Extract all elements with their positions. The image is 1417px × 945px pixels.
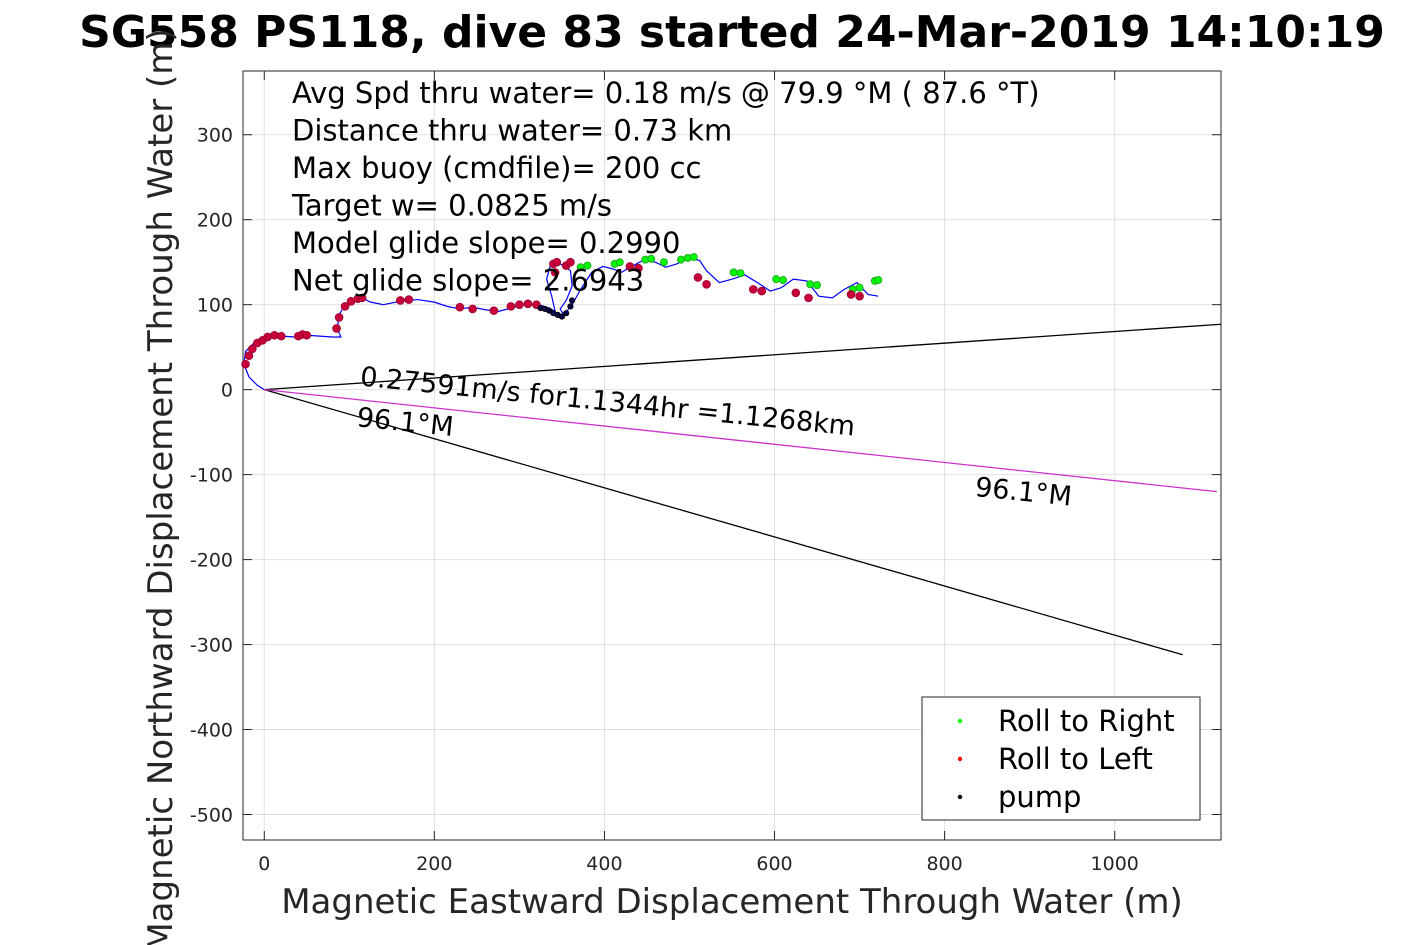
track-layer xyxy=(243,257,879,391)
roll-left-marker xyxy=(241,359,250,369)
tick-labels: 0 200 400 600 800 1000 -500 -400 -300 -200 -100 0 10… xyxy=(190,125,1139,875)
roll-left-marker xyxy=(340,302,350,311)
reference-line xyxy=(264,323,1221,391)
roll-left-marker xyxy=(804,293,813,303)
plot-frame xyxy=(242,70,1222,841)
roll-left-marker xyxy=(302,330,312,340)
roll-left-marker xyxy=(404,295,414,304)
axes-frame xyxy=(242,70,1222,841)
y-tick-label: 200 xyxy=(197,210,233,232)
annotation-label: 96.1°M xyxy=(974,472,1074,513)
stat-line: Target w= 0.0825 m/s xyxy=(291,189,612,223)
roll-left-marker xyxy=(634,263,643,273)
legend-box xyxy=(921,696,1201,821)
roll-left-marker xyxy=(506,302,516,311)
x-tick-label: 200 xyxy=(416,853,452,875)
pump-marker xyxy=(563,310,570,317)
roll-left-marker xyxy=(276,331,286,341)
roll-left-marker xyxy=(334,313,344,322)
roll-right-marker xyxy=(583,261,592,270)
roll-right-marker xyxy=(772,275,781,284)
roll-left-marker xyxy=(332,324,341,333)
roll-left-marker xyxy=(693,273,703,282)
roll-left-marker xyxy=(357,293,367,303)
roll-right-marker xyxy=(813,281,822,290)
legend-label: Roll to Right xyxy=(998,704,1175,738)
roll-right-marker xyxy=(874,276,883,285)
roll-left-marker xyxy=(791,288,801,298)
roll-right-marker xyxy=(615,258,624,267)
x-tick-label: 600 xyxy=(756,853,792,875)
marker-layer xyxy=(241,253,883,369)
stat-line: Net glide slope= 2.6943 xyxy=(292,264,644,298)
y-tick-label: 0 xyxy=(221,380,233,402)
roll-left-marker xyxy=(455,302,465,312)
reference-lines xyxy=(264,323,1221,656)
roll-left-marker xyxy=(244,351,254,360)
roll-right-marker xyxy=(659,258,668,267)
x-tick-label: 0 xyxy=(258,853,270,875)
roll-left-marker xyxy=(468,304,477,314)
roll-right-marker xyxy=(855,283,864,292)
roll-left-marker xyxy=(566,257,575,267)
roll-left-marker xyxy=(748,285,758,294)
legend-marker xyxy=(957,794,963,800)
legend: Roll to Right Roll to Left pump xyxy=(921,696,1201,821)
roll-right-marker xyxy=(806,280,815,289)
grid xyxy=(243,71,1221,840)
annotations: 0.27591m/s for1.1344hr =1.1268km96.1°M96… xyxy=(355,362,1073,513)
roll-right-marker xyxy=(647,254,656,263)
roll-left-marker xyxy=(396,296,405,305)
stat-line: Distance thru water= 0.73 km xyxy=(292,114,732,148)
y-tick-label: -300 xyxy=(190,635,233,657)
roll-right-marker xyxy=(736,269,745,278)
stat-line: Avg Spd thru water= 0.18 m/s @ 79.9 °M (… xyxy=(292,76,1040,110)
x-tick-label: 800 xyxy=(926,853,962,875)
roll-left-marker xyxy=(702,279,711,289)
roll-right-marker xyxy=(689,253,698,262)
x-tick-label: 1000 xyxy=(1091,853,1139,875)
y-tick-label: -500 xyxy=(190,805,233,827)
x-axis-label: Magnetic Eastward Displacement Through W… xyxy=(281,882,1183,922)
stats-text: Avg Spd thru water= 0.18 m/s @ 79.9 °M (… xyxy=(291,76,1040,298)
y-tick-label: -200 xyxy=(190,550,233,572)
roll-left-marker xyxy=(523,299,533,309)
roll-left-marker xyxy=(846,290,856,299)
legend-label: pump xyxy=(998,780,1081,814)
y-tick-label: 300 xyxy=(197,125,233,147)
legend-label: Roll to Left xyxy=(998,742,1153,776)
stat-line: Model glide slope= 0.2990 xyxy=(292,226,680,260)
stat-line: Max buoy (cmdfile)= 200 cc xyxy=(292,151,701,185)
roll-left-marker xyxy=(248,344,257,354)
y-tick-label: -100 xyxy=(190,465,233,487)
reference-line xyxy=(264,389,1183,656)
x-tick-label: 400 xyxy=(586,853,622,875)
roll-right-marker xyxy=(729,268,738,277)
roll-right-marker xyxy=(779,276,788,285)
y-tick-label: 100 xyxy=(197,295,233,317)
pump-marker xyxy=(558,313,566,320)
roll-left-marker xyxy=(625,262,635,271)
pump-marker xyxy=(567,303,574,310)
roll-left-marker xyxy=(515,300,524,309)
roll-left-marker xyxy=(550,268,560,277)
roll-left-marker xyxy=(552,257,562,267)
roll-left-marker xyxy=(855,291,864,301)
glider-track xyxy=(243,257,879,391)
legend-marker xyxy=(957,718,963,724)
chart-title: SG558 PS118, dive 83 started 24-Mar-2019… xyxy=(79,7,1385,58)
reference-line xyxy=(264,389,1217,493)
y-tick-label: -400 xyxy=(190,720,233,742)
roll-left-marker xyxy=(757,286,767,296)
roll-left-marker xyxy=(489,306,499,315)
y-axis-label: Magnetic Northward Displacement Through … xyxy=(141,28,181,945)
pump-marker xyxy=(569,297,576,304)
legend-marker xyxy=(957,756,963,762)
